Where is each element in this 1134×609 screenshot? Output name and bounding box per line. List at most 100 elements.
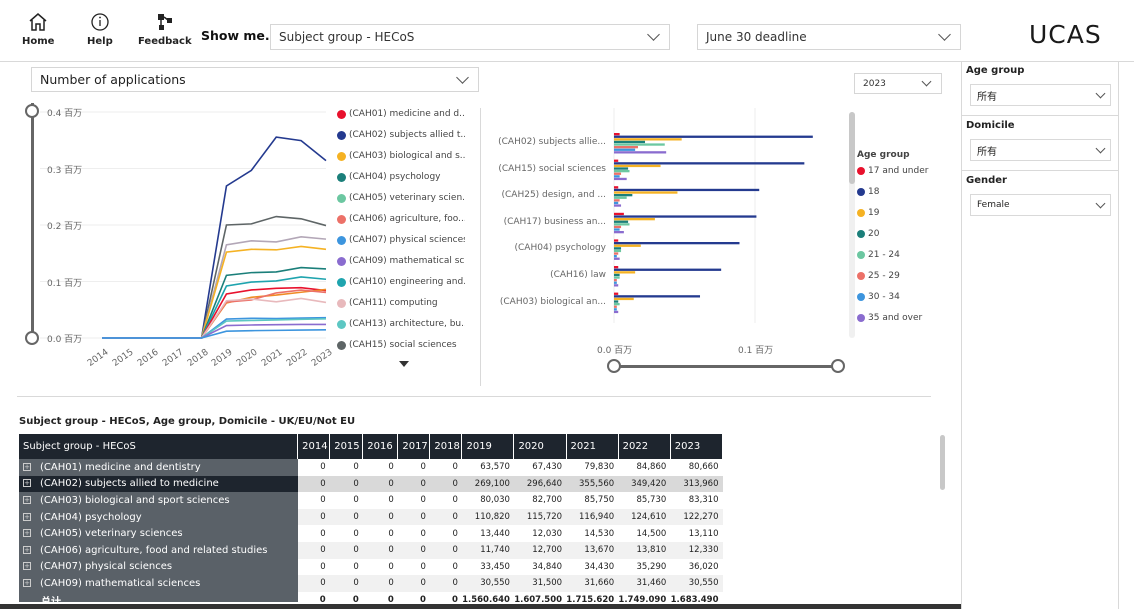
bar[interactable] [614, 303, 620, 306]
column-header[interactable]: 2020 [513, 434, 567, 459]
bar[interactable] [614, 218, 655, 221]
expand-icon[interactable]: + [23, 462, 31, 471]
expand-icon[interactable]: + [23, 512, 31, 521]
bar-legend-item[interactable]: 35 and over [857, 313, 947, 323]
bar[interactable] [614, 151, 667, 154]
bar[interactable] [614, 284, 619, 287]
column-header[interactable]: 2017 [397, 434, 431, 459]
table-row[interactable]: + (CAH01) medicine and dentistry 0 0 0 0 0 63,5… [19, 459, 723, 476]
bar[interactable] [614, 175, 620, 178]
line-legend-item[interactable]: (CAH13) architecture, bu... [337, 319, 465, 329]
bar[interactable] [614, 249, 622, 253]
row-header[interactable]: + (CAH02) subjects allied to medicine [19, 475, 298, 493]
x-range-slider-track[interactable] [614, 365, 838, 368]
bar[interactable] [614, 135, 813, 138]
bar[interactable] [614, 170, 630, 173]
x-range-slider-left-handle[interactable] [607, 359, 621, 373]
domicile-dropdown[interactable]: 所有 [970, 139, 1111, 161]
bar[interactable] [614, 281, 617, 284]
bar[interactable] [614, 196, 627, 199]
expand-icon[interactable]: + [23, 578, 31, 587]
column-header[interactable]: 2018 [429, 434, 463, 459]
row-header[interactable]: + (CAH03) biological and sport sciences [19, 492, 298, 509]
bar[interactable] [614, 295, 701, 298]
gender-dropdown[interactable]: Female [970, 194, 1111, 216]
bar[interactable] [614, 244, 641, 247]
bar[interactable] [614, 188, 760, 192]
bar[interactable] [614, 257, 620, 260]
column-header[interactable]: 2016 [362, 434, 399, 459]
bar[interactable] [614, 220, 629, 223]
bar[interactable] [614, 177, 627, 181]
table-row[interactable]: + (CAH09) mathematical sciences 0 0 0 0 0 30,55… [19, 575, 723, 592]
bar[interactable] [614, 172, 622, 175]
bar[interactable] [614, 305, 617, 308]
bar[interactable] [614, 266, 619, 269]
bar[interactable] [614, 201, 619, 205]
column-header[interactable]: 2019 [461, 434, 515, 459]
bar-legend-item[interactable]: 19 [857, 208, 947, 218]
bar[interactable] [614, 308, 617, 311]
line-legend-item[interactable]: (CAH05) veterinary scien... [337, 193, 465, 203]
expand-icon[interactable]: + [23, 562, 31, 571]
line-legend-item[interactable]: (CAH04) psychology [337, 172, 465, 182]
table-row[interactable]: + (CAH05) veterinary sciences 0 0 0 0 0 13,440 1… [19, 525, 723, 542]
bar[interactable] [614, 255, 617, 258]
y-range-slider-bottom-handle[interactable] [25, 331, 39, 345]
bar[interactable] [614, 268, 722, 271]
bar[interactable] [614, 242, 740, 245]
bar[interactable] [614, 164, 661, 168]
age-group-dropdown[interactable]: 所有 [970, 84, 1111, 106]
bar[interactable] [614, 146, 638, 149]
deadline-dropdown[interactable]: June 30 deadline [697, 24, 961, 50]
bar[interactable] [614, 191, 678, 194]
column-header[interactable]: Subject group - HECoS [19, 434, 299, 459]
bar-legend-item[interactable]: 21 - 24 [857, 250, 947, 260]
bar-legend-item[interactable]: 30 - 34 [857, 292, 947, 302]
bar[interactable] [614, 143, 665, 146]
bar[interactable] [614, 228, 620, 231]
bar-legend-item[interactable]: 18 [857, 187, 947, 197]
expand-icon[interactable]: + [23, 495, 31, 504]
y-range-slider-track[interactable] [31, 103, 34, 339]
column-header[interactable]: 2022 [618, 434, 671, 459]
row-header[interactable]: + (CAH05) veterinary sciences [19, 525, 298, 542]
bar[interactable] [614, 225, 622, 229]
table-row[interactable]: + (CAH06) agriculture, food and related s… [19, 541, 723, 559]
table-row[interactable]: + (CAH07) physical sciences 0 0 0 0 0 33,450 34,… [19, 558, 723, 576]
column-header[interactable]: 2014 [297, 434, 331, 459]
bar[interactable] [614, 194, 633, 197]
bar[interactable] [614, 140, 646, 144]
home-button[interactable]: Home [22, 12, 54, 47]
line-legend-item[interactable]: (CAH07) physical sciences [337, 235, 465, 245]
expand-icon[interactable]: + [23, 545, 31, 554]
bar-legend-item[interactable]: 20 [857, 229, 947, 239]
row-header[interactable]: 总计 [19, 591, 298, 602]
bar[interactable] [614, 252, 619, 255]
bar-legend-item[interactable]: 25 - 29 [857, 271, 947, 281]
table-total-row[interactable]: 总计 0 0 0 0 0 1,560,640 1,607,5001,715,6201,749,… [19, 591, 723, 602]
bar[interactable] [614, 300, 619, 303]
bar[interactable] [614, 159, 619, 162]
column-header[interactable]: 2023 [670, 434, 723, 459]
column-header[interactable]: 2021 [566, 434, 619, 459]
line-legend-item[interactable]: (CAH10) engineering and... [337, 277, 465, 287]
row-header[interactable]: + (CAH09) mathematical sciences [19, 575, 298, 592]
subject-group-dropdown[interactable]: Subject group - HECoS [270, 24, 670, 50]
table-scrollbar[interactable] [940, 435, 945, 490]
bar-legend-item[interactable]: 17 and under [857, 166, 947, 176]
bar[interactable] [614, 279, 617, 282]
bar-chart-scroll-track[interactable] [849, 112, 855, 338]
line-legend-item[interactable]: (CAH09) mathematical sc... [337, 256, 465, 266]
bar[interactable] [614, 310, 619, 314]
row-header[interactable]: + (CAH06) agriculture, food and related s… [19, 541, 298, 559]
x-range-slider-right-handle[interactable] [831, 359, 845, 373]
line-legend-item[interactable]: (CAH15) social sciences [337, 340, 465, 350]
line-series[interactable] [102, 323, 326, 339]
bar[interactable] [614, 223, 630, 226]
table-row[interactable]: + (CAH02) subjects allied to medicine 0 0 0 0… [19, 475, 723, 493]
bar[interactable] [614, 273, 620, 277]
bar[interactable] [614, 215, 757, 218]
table-row[interactable]: + (CAH03) biological and sport sciences 0 0… [19, 492, 723, 509]
bar[interactable] [614, 204, 622, 207]
